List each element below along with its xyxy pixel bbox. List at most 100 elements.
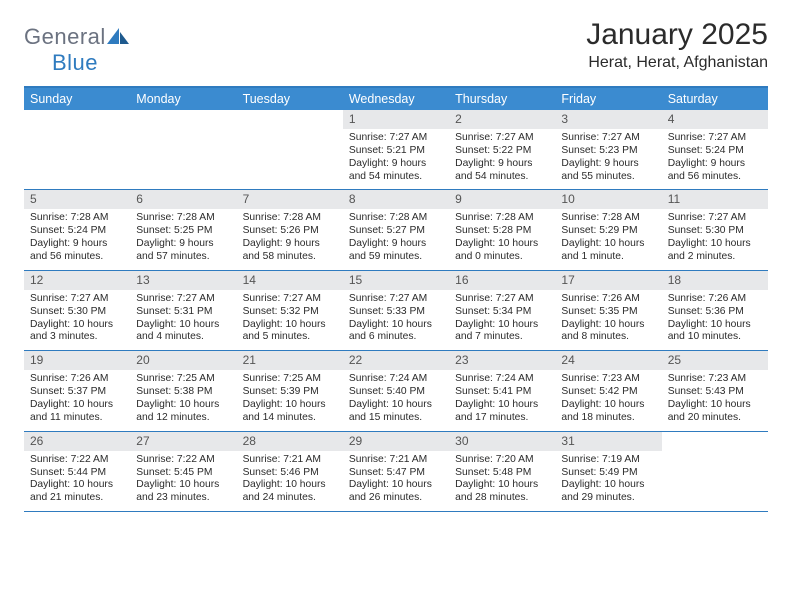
day-cell: 6Sunrise: 7:28 AMSunset: 5:25 PMDaylight… (130, 190, 236, 269)
sunrise-line: Sunrise: 7:27 AM (455, 293, 549, 306)
day-cell: 27Sunrise: 7:22 AMSunset: 5:45 PMDayligh… (130, 432, 236, 511)
daylight-line: Daylight: 10 hours and 6 minutes. (349, 319, 443, 345)
day-cell (130, 110, 236, 189)
daylight-line: Daylight: 10 hours and 4 minutes. (136, 319, 230, 345)
sunrise-line: Sunrise: 7:27 AM (668, 212, 762, 225)
sunset-line: Sunset: 5:49 PM (561, 467, 655, 480)
sunrise-line: Sunrise: 7:21 AM (243, 454, 337, 467)
daylight-line: Daylight: 10 hours and 14 minutes. (243, 399, 337, 425)
day-body: Sunrise: 7:24 AMSunset: 5:40 PMDaylight:… (343, 370, 449, 430)
sunset-line: Sunset: 5:37 PM (30, 386, 124, 399)
day-header: Thursday (449, 88, 555, 110)
day-number: 2 (449, 110, 555, 129)
day-body: Sunrise: 7:27 AMSunset: 5:22 PMDaylight:… (449, 129, 555, 189)
daylight-line: Daylight: 10 hours and 2 minutes. (668, 238, 762, 264)
sunset-line: Sunset: 5:25 PM (136, 225, 230, 238)
day-cell: 23Sunrise: 7:24 AMSunset: 5:41 PMDayligh… (449, 351, 555, 430)
sunrise-line: Sunrise: 7:28 AM (349, 212, 443, 225)
daylight-line: Daylight: 10 hours and 21 minutes. (30, 479, 124, 505)
sunrise-line: Sunrise: 7:19 AM (561, 454, 655, 467)
daylight-line: Daylight: 9 hours and 58 minutes. (243, 238, 337, 264)
day-number: 15 (343, 271, 449, 290)
day-cell: 10Sunrise: 7:28 AMSunset: 5:29 PMDayligh… (555, 190, 661, 269)
sunrise-line: Sunrise: 7:27 AM (243, 293, 337, 306)
daylight-line: Daylight: 10 hours and 18 minutes. (561, 399, 655, 425)
day-cell: 15Sunrise: 7:27 AMSunset: 5:33 PMDayligh… (343, 271, 449, 350)
day-number: 5 (24, 190, 130, 209)
daylight-line: Daylight: 10 hours and 23 minutes. (136, 479, 230, 505)
daylight-line: Daylight: 10 hours and 0 minutes. (455, 238, 549, 264)
sunrise-line: Sunrise: 7:23 AM (668, 373, 762, 386)
sunset-line: Sunset: 5:22 PM (455, 145, 549, 158)
day-number: 29 (343, 432, 449, 451)
day-header: Friday (555, 88, 661, 110)
day-body: Sunrise: 7:27 AMSunset: 5:34 PMDaylight:… (449, 290, 555, 350)
sunset-line: Sunset: 5:40 PM (349, 386, 443, 399)
sunset-line: Sunset: 5:45 PM (136, 467, 230, 480)
page-title: January 2025 (586, 18, 768, 52)
day-body: Sunrise: 7:28 AMSunset: 5:28 PMDaylight:… (449, 209, 555, 269)
sunset-line: Sunset: 5:42 PM (561, 386, 655, 399)
day-number: 7 (237, 190, 343, 209)
day-cell: 14Sunrise: 7:27 AMSunset: 5:32 PMDayligh… (237, 271, 343, 350)
day-number: 20 (130, 351, 236, 370)
day-number: 16 (449, 271, 555, 290)
sunrise-line: Sunrise: 7:27 AM (136, 293, 230, 306)
day-body: Sunrise: 7:21 AMSunset: 5:46 PMDaylight:… (237, 451, 343, 511)
day-cell: 21Sunrise: 7:25 AMSunset: 5:39 PMDayligh… (237, 351, 343, 430)
day-body: Sunrise: 7:28 AMSunset: 5:24 PMDaylight:… (24, 209, 130, 269)
day-cell: 9Sunrise: 7:28 AMSunset: 5:28 PMDaylight… (449, 190, 555, 269)
sunset-line: Sunset: 5:32 PM (243, 306, 337, 319)
logo-sail-icon (107, 31, 129, 48)
daylight-line: Daylight: 10 hours and 12 minutes. (136, 399, 230, 425)
sunrise-line: Sunrise: 7:26 AM (561, 293, 655, 306)
sunrise-line: Sunrise: 7:23 AM (561, 373, 655, 386)
daylight-line: Daylight: 10 hours and 15 minutes. (349, 399, 443, 425)
day-cell: 31Sunrise: 7:19 AMSunset: 5:49 PMDayligh… (555, 432, 661, 511)
day-body: Sunrise: 7:19 AMSunset: 5:49 PMDaylight:… (555, 451, 661, 511)
sunrise-line: Sunrise: 7:24 AM (349, 373, 443, 386)
daylight-line: Daylight: 10 hours and 26 minutes. (349, 479, 443, 505)
day-cell: 3Sunrise: 7:27 AMSunset: 5:23 PMDaylight… (555, 110, 661, 189)
daylight-line: Daylight: 9 hours and 54 minutes. (349, 158, 443, 184)
daylight-line: Daylight: 9 hours and 56 minutes. (668, 158, 762, 184)
sunset-line: Sunset: 5:33 PM (349, 306, 443, 319)
day-cell: 12Sunrise: 7:27 AMSunset: 5:30 PMDayligh… (24, 271, 130, 350)
day-cell: 1Sunrise: 7:27 AMSunset: 5:21 PMDaylight… (343, 110, 449, 189)
sunset-line: Sunset: 5:31 PM (136, 306, 230, 319)
day-cell: 20Sunrise: 7:25 AMSunset: 5:38 PMDayligh… (130, 351, 236, 430)
day-cell: 22Sunrise: 7:24 AMSunset: 5:40 PMDayligh… (343, 351, 449, 430)
sunrise-line: Sunrise: 7:21 AM (349, 454, 443, 467)
week-row: 12Sunrise: 7:27 AMSunset: 5:30 PMDayligh… (24, 271, 768, 351)
daylight-line: Daylight: 10 hours and 8 minutes. (561, 319, 655, 345)
header: General Blue January 2025 Herat, Herat, … (24, 18, 768, 76)
day-header: Monday (130, 88, 236, 110)
daylight-line: Daylight: 10 hours and 24 minutes. (243, 479, 337, 505)
sunset-line: Sunset: 5:30 PM (668, 225, 762, 238)
day-cell: 29Sunrise: 7:21 AMSunset: 5:47 PMDayligh… (343, 432, 449, 511)
day-body: Sunrise: 7:27 AMSunset: 5:30 PMDaylight:… (662, 209, 768, 269)
day-header: Saturday (662, 88, 768, 110)
daylight-line: Daylight: 10 hours and 20 minutes. (668, 399, 762, 425)
day-number: 25 (662, 351, 768, 370)
sunrise-line: Sunrise: 7:27 AM (561, 132, 655, 145)
daylight-line: Daylight: 9 hours and 59 minutes. (349, 238, 443, 264)
day-number: 10 (555, 190, 661, 209)
sunset-line: Sunset: 5:38 PM (136, 386, 230, 399)
sunset-line: Sunset: 5:39 PM (243, 386, 337, 399)
day-body: Sunrise: 7:27 AMSunset: 5:31 PMDaylight:… (130, 290, 236, 350)
sunrise-line: Sunrise: 7:26 AM (668, 293, 762, 306)
page-subtitle: Herat, Herat, Afghanistan (586, 54, 768, 72)
day-body: Sunrise: 7:27 AMSunset: 5:30 PMDaylight:… (24, 290, 130, 350)
logo: General Blue (24, 18, 129, 76)
sunset-line: Sunset: 5:48 PM (455, 467, 549, 480)
daylight-line: Daylight: 10 hours and 28 minutes. (455, 479, 549, 505)
sunset-line: Sunset: 5:41 PM (455, 386, 549, 399)
daylight-line: Daylight: 9 hours and 54 minutes. (455, 158, 549, 184)
day-cell: 8Sunrise: 7:28 AMSunset: 5:27 PMDaylight… (343, 190, 449, 269)
daylight-line: Daylight: 10 hours and 1 minute. (561, 238, 655, 264)
sunset-line: Sunset: 5:35 PM (561, 306, 655, 319)
day-body: Sunrise: 7:22 AMSunset: 5:45 PMDaylight:… (130, 451, 236, 511)
sunset-line: Sunset: 5:21 PM (349, 145, 443, 158)
sunrise-line: Sunrise: 7:25 AM (243, 373, 337, 386)
